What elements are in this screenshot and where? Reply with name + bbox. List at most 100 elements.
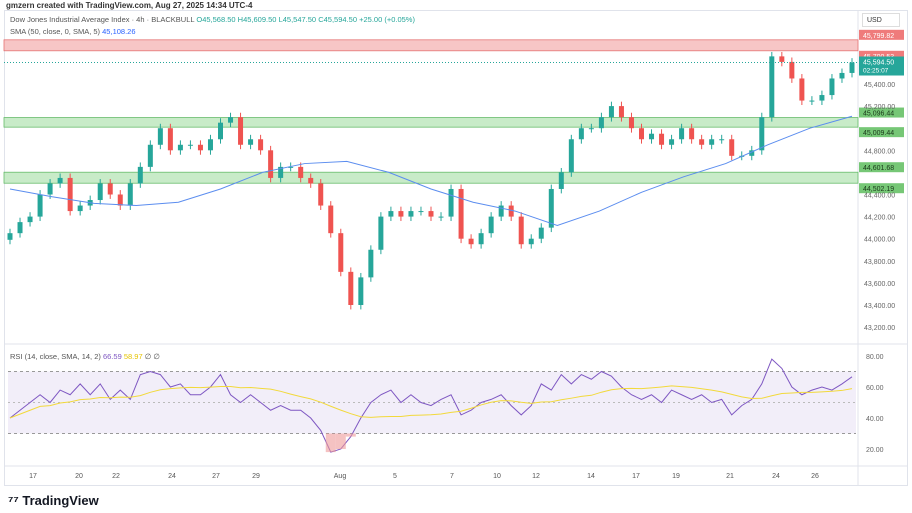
candle-body <box>298 166 304 178</box>
price-tick-label: 43,600.00 <box>864 281 895 288</box>
sma-value: 45,108.26 <box>102 27 136 36</box>
candle-body <box>147 144 153 167</box>
candle-body <box>177 144 183 151</box>
candle-body <box>197 144 203 151</box>
rsi-tick-label: 20.00 <box>866 447 884 454</box>
rsi-oversold-fill <box>325 433 336 453</box>
candle-body <box>749 150 755 156</box>
candle-body <box>498 205 504 217</box>
zone-price-tag <box>859 50 904 61</box>
candle-body <box>238 117 244 145</box>
candle-body <box>37 194 43 217</box>
high-value: H45,609.50 <box>237 15 277 24</box>
candle-body <box>278 166 284 178</box>
candle-body <box>338 233 344 272</box>
zone-price-label: 45,009.44 <box>863 130 894 137</box>
candle-body <box>318 183 324 206</box>
candle-body <box>558 172 564 189</box>
time-tick-label: 17 <box>632 473 640 480</box>
candle-body <box>368 249 374 278</box>
zone-price-label: 45,799.82 <box>863 33 894 40</box>
time-tick-label: 19 <box>672 473 680 480</box>
price-tick-label: 43,400.00 <box>864 303 895 310</box>
time-tick-label: 29 <box>252 473 260 480</box>
zone-support <box>3 171 859 184</box>
zone-price-tag <box>859 127 904 138</box>
candle-body <box>117 194 123 206</box>
rsi-tick-label: 60.00 <box>866 385 884 392</box>
chart-frame <box>4 10 908 486</box>
candle-body <box>57 177 63 184</box>
candle-body <box>167 128 173 151</box>
candle-body <box>288 166 294 168</box>
rsi-extra: ∅ ∅ <box>144 352 160 361</box>
candle-body <box>67 177 73 212</box>
candle-body <box>127 183 133 206</box>
candle-body <box>7 233 13 240</box>
candle-body <box>308 177 314 184</box>
zone-support <box>3 117 859 128</box>
candle-body <box>699 139 705 145</box>
candle-body <box>759 117 765 151</box>
candle-body <box>328 205 334 234</box>
candle-body <box>839 72 845 79</box>
symbol-legend: Dow Jones Industrial Average Index · 4h … <box>10 14 415 38</box>
time-tick-label: 27 <box>212 473 220 480</box>
candle-body <box>819 95 825 101</box>
sma-label: SMA (50, close, 0, SMA, 5) <box>10 27 101 36</box>
rsi-oversold-fill <box>335 433 346 449</box>
candle-body <box>438 216 444 218</box>
candle-body <box>97 183 103 201</box>
rsi-value: 66.59 <box>102 352 122 361</box>
time-tick-label: 14 <box>587 473 595 480</box>
low-value: L45,547.50 <box>278 15 317 24</box>
symbol-title: Dow Jones Industrial Average Index · 4h … <box>10 15 195 24</box>
candle-body <box>268 150 274 178</box>
price-tick-label: 44,400.00 <box>864 193 895 200</box>
close-value: C45,594.50 <box>318 15 357 24</box>
time-tick-label: 17 <box>29 473 37 480</box>
logo-text: TradingView <box>22 493 99 508</box>
candle-body <box>659 133 665 145</box>
logo-icon: ⁷⁷ <box>8 493 23 508</box>
candle-body <box>649 133 655 140</box>
candle-body <box>47 183 53 195</box>
currency-label[interactable]: USD <box>862 13 900 27</box>
candle-body <box>458 188 464 239</box>
rsi-oversold-fill <box>345 433 356 437</box>
candle-body <box>448 188 454 217</box>
candle-body <box>578 128 584 140</box>
candle-body <box>729 139 735 156</box>
candle-body <box>418 211 424 213</box>
candle-body <box>207 139 213 151</box>
candle-body <box>27 216 33 223</box>
candle-body <box>669 139 675 145</box>
rsi-legend: RSI (14, close, SMA, 14, 2) 66.59 58.97 … <box>10 352 160 361</box>
candle-body <box>618 106 624 118</box>
last-price-label: 45,594.50 <box>863 60 894 67</box>
time-tick-label: 7 <box>450 473 454 480</box>
price-tick-label: 44,000.00 <box>864 237 895 244</box>
candle-body <box>568 139 574 173</box>
rsi-tick-label: 80.00 <box>866 354 884 361</box>
sma-line <box>9 115 853 226</box>
candle-body <box>478 233 484 245</box>
candle-body <box>779 56 785 62</box>
zone-price-tag <box>859 29 904 40</box>
candle-body <box>488 216 494 234</box>
rsi-line <box>9 358 853 453</box>
candle-body <box>518 216 524 245</box>
time-tick-label: 26 <box>811 473 819 480</box>
open-value: O45,568.50 <box>196 15 236 24</box>
zone-price-tag <box>859 162 904 173</box>
zone-price-label: 45,096.44 <box>863 111 894 118</box>
change-value: +25.00 (+0.05%) <box>359 15 415 24</box>
zone-price-label: 44,502.19 <box>863 186 894 193</box>
candle-body <box>548 188 554 228</box>
candle-body <box>799 78 805 101</box>
candle-body <box>107 183 113 195</box>
candle-body <box>719 139 725 141</box>
candle-body <box>809 100 815 102</box>
candle-body <box>77 205 83 212</box>
